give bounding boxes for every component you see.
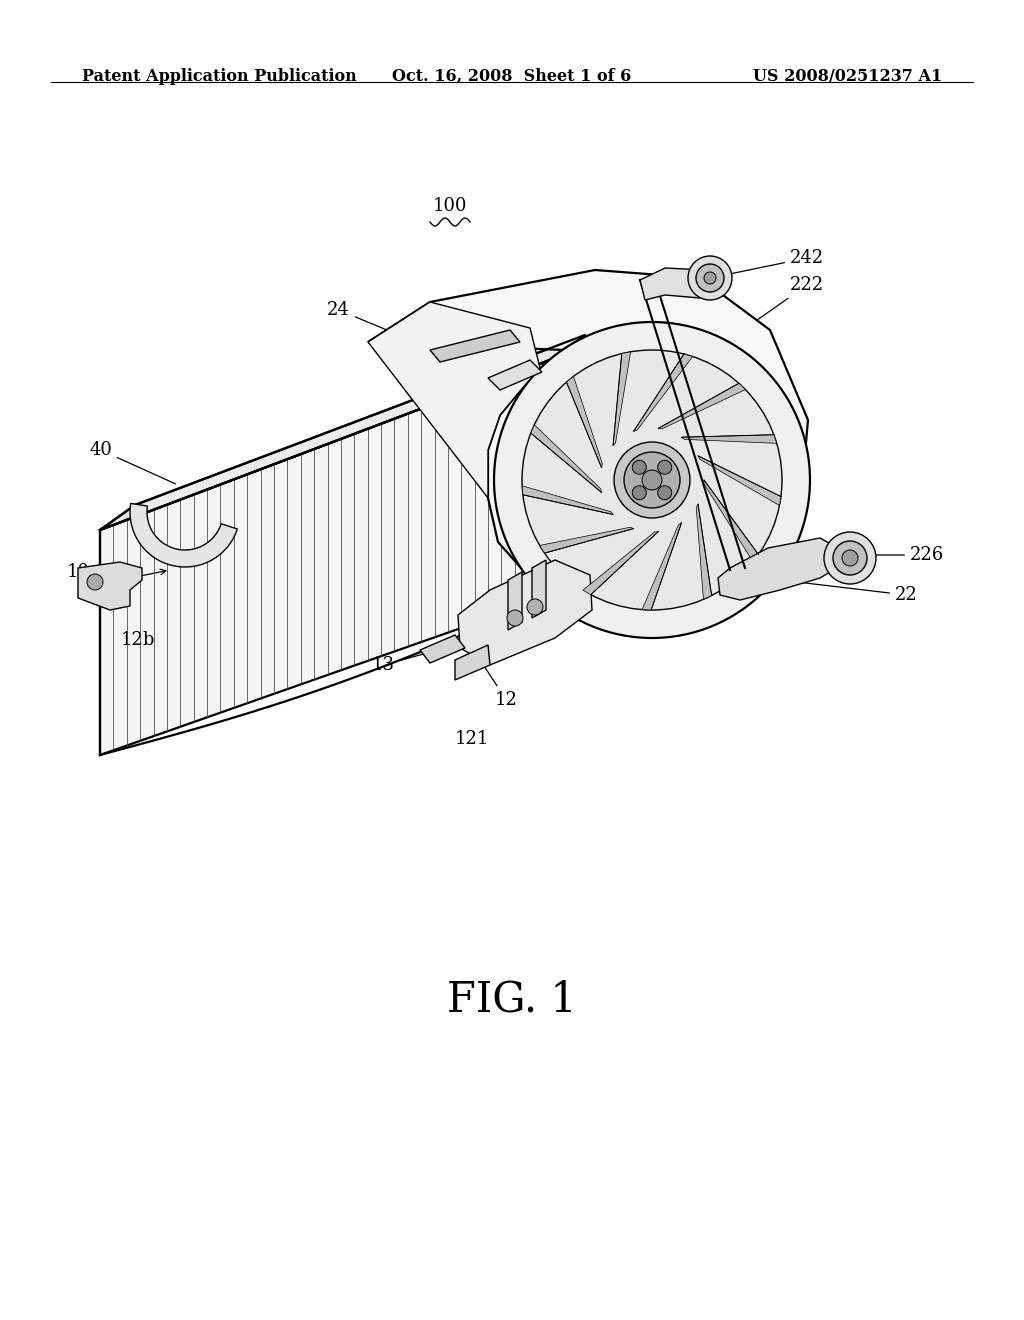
Text: 22: 22 — [782, 581, 918, 605]
Polygon shape — [682, 434, 777, 444]
Polygon shape — [368, 271, 808, 618]
Polygon shape — [718, 539, 840, 601]
Polygon shape — [532, 560, 546, 618]
Polygon shape — [658, 383, 745, 429]
Circle shape — [632, 461, 646, 474]
Circle shape — [657, 486, 672, 500]
Polygon shape — [488, 360, 542, 389]
Polygon shape — [642, 523, 682, 610]
Circle shape — [842, 550, 858, 566]
Circle shape — [688, 256, 732, 300]
Polygon shape — [698, 455, 781, 506]
Text: 24: 24 — [328, 301, 437, 351]
Polygon shape — [566, 376, 602, 467]
Circle shape — [632, 486, 646, 500]
Text: 13: 13 — [372, 651, 435, 675]
Polygon shape — [458, 560, 592, 665]
Text: 121a: 121a — [522, 573, 607, 607]
Polygon shape — [368, 302, 540, 498]
Text: 100: 100 — [433, 197, 467, 215]
Polygon shape — [640, 268, 720, 300]
Circle shape — [705, 272, 716, 284]
Text: 242: 242 — [713, 249, 824, 277]
Polygon shape — [130, 503, 238, 568]
Polygon shape — [100, 358, 555, 755]
Text: 121: 121 — [455, 730, 489, 748]
Polygon shape — [420, 635, 465, 663]
Polygon shape — [540, 527, 634, 553]
Text: 221: 221 — [538, 536, 602, 569]
Polygon shape — [555, 335, 585, 595]
Text: FIG. 1: FIG. 1 — [447, 979, 577, 1020]
Polygon shape — [430, 330, 520, 362]
Circle shape — [833, 541, 867, 576]
Circle shape — [614, 442, 690, 517]
Circle shape — [657, 461, 672, 474]
Circle shape — [642, 470, 662, 490]
Circle shape — [522, 350, 782, 610]
Circle shape — [527, 599, 543, 615]
Circle shape — [824, 532, 876, 583]
Text: 226: 226 — [853, 546, 944, 564]
Polygon shape — [696, 504, 712, 599]
Circle shape — [494, 322, 810, 638]
Circle shape — [87, 574, 103, 590]
Polygon shape — [613, 351, 631, 446]
Polygon shape — [703, 480, 759, 562]
Text: US 2008/0251237 A1: US 2008/0251237 A1 — [753, 69, 942, 84]
Polygon shape — [100, 335, 585, 531]
Text: 10: 10 — [67, 564, 90, 581]
Text: 40: 40 — [89, 441, 175, 484]
Polygon shape — [455, 645, 490, 680]
Polygon shape — [78, 562, 142, 610]
Text: 222: 222 — [702, 276, 824, 359]
Polygon shape — [522, 486, 613, 515]
Circle shape — [624, 451, 680, 508]
Polygon shape — [530, 425, 601, 492]
Text: 12b: 12b — [121, 631, 155, 649]
Circle shape — [696, 264, 724, 292]
Polygon shape — [508, 572, 522, 630]
Polygon shape — [583, 532, 658, 595]
Circle shape — [507, 610, 523, 626]
Text: Patent Application Publication: Patent Application Publication — [82, 69, 356, 84]
Polygon shape — [634, 354, 692, 432]
Text: Oct. 16, 2008  Sheet 1 of 6: Oct. 16, 2008 Sheet 1 of 6 — [392, 69, 632, 84]
Text: 12: 12 — [481, 663, 518, 709]
